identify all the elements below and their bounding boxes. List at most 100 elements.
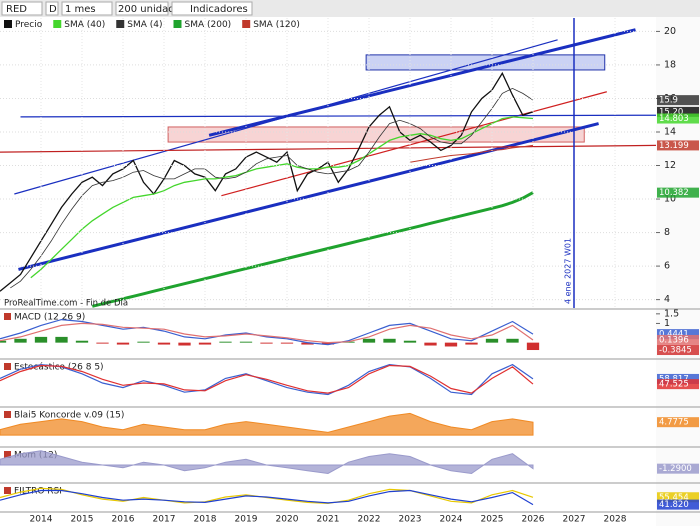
- indicators[interactable]: Indicadores: [190, 4, 248, 15]
- panel-icon: [4, 487, 11, 494]
- histogram-bar: [14, 338, 27, 343]
- histogram-bar: [362, 338, 376, 343]
- y-tick-label: 8: [664, 227, 670, 238]
- y-tick-label: 12: [664, 160, 676, 171]
- value-tag-label: 15.20: [659, 107, 683, 117]
- indicators-box[interactable]: [171, 1, 253, 16]
- x-tick-label: 2020: [276, 515, 299, 525]
- legend-swatch: [53, 20, 62, 28]
- series-line: [0, 364, 534, 394]
- y-tick-label: 1.5: [664, 308, 679, 319]
- legend-swatch: [173, 20, 182, 28]
- period-box[interactable]: [61, 1, 113, 16]
- value-tag: [657, 373, 699, 384]
- x-tick-label: 2028: [604, 515, 627, 525]
- histogram-bar: [444, 342, 458, 347]
- y-tick-label: 20: [664, 26, 676, 37]
- value-tag-label: 41.820: [659, 500, 689, 510]
- x-tick-label: 2023: [399, 515, 422, 525]
- histogram-bar: [157, 342, 171, 345]
- symbol-box[interactable]: [1, 1, 43, 16]
- units[interactable]: 200 unidades: [118, 4, 186, 15]
- value-tag: [657, 140, 699, 151]
- value-tag: [657, 417, 699, 428]
- x-tick-label: 2027: [563, 515, 586, 525]
- x-tick-label: 2024: [440, 515, 463, 525]
- histogram-bar: [526, 342, 540, 351]
- value-tag: [657, 499, 699, 510]
- mode-box[interactable]: [45, 1, 59, 16]
- histogram-bar: [75, 340, 89, 343]
- y-tick-label: 14: [664, 126, 676, 137]
- histogram-bar: [321, 342, 335, 345]
- area: [0, 450, 534, 475]
- mode[interactable]: D: [49, 4, 57, 15]
- x-tick-label: 2014: [30, 515, 53, 525]
- trend-line: [208, 28, 636, 137]
- area: [0, 412, 534, 436]
- series-line: [91, 191, 534, 308]
- x-tick-label: 2026: [522, 515, 545, 525]
- panel-title: Blai5 Koncorde v.09 (15): [14, 411, 124, 421]
- value-tag: [657, 106, 699, 117]
- histogram-bar: [178, 342, 191, 346]
- histogram-bar: [198, 342, 212, 345]
- value-tag-label: 14.803: [659, 114, 689, 124]
- histogram-bar: [55, 336, 68, 343]
- histogram-bar: [260, 342, 273, 344]
- value-tag: [657, 492, 699, 503]
- trend-line: [0, 144, 656, 153]
- value-tag: [657, 113, 699, 124]
- units-box[interactable]: [115, 1, 169, 16]
- y-tick-label: 4: [664, 294, 670, 305]
- legend-swatch: [4, 20, 12, 28]
- value-tag-label: 4.7775: [659, 418, 689, 428]
- histogram-bar: [219, 341, 232, 343]
- histogram-bar: [239, 341, 253, 343]
- histogram-bar: [96, 342, 109, 344]
- y-tick-label: 1: [664, 318, 670, 329]
- x-tick-label: 2018: [194, 515, 217, 525]
- legend-swatch: [242, 20, 251, 28]
- histogram-bar: [403, 340, 417, 343]
- value-tag: [657, 329, 699, 340]
- source-note: ProRealTime.com - Fin de Día: [4, 299, 128, 309]
- legend-label: SMA (40): [64, 20, 105, 30]
- histogram-bar: [465, 342, 478, 345]
- trend-line: [18, 122, 599, 271]
- right-axis-bg: [656, 17, 700, 526]
- x-tick-label: 2017: [153, 515, 176, 525]
- histogram-bar: [301, 342, 314, 345]
- y-tick-label: 6: [664, 261, 670, 272]
- value-tag-label: 15.9: [659, 96, 678, 106]
- symbol[interactable]: RED: [6, 4, 27, 15]
- value-tag-label: 47.525: [659, 380, 689, 390]
- x-tick-label: 2016: [112, 515, 135, 525]
- panel-icon: [4, 451, 11, 458]
- legend-label: SMA (200): [185, 20, 232, 30]
- panel-title: MACD (12 26 9): [14, 313, 85, 323]
- series-line: [409, 144, 534, 163]
- value-tag-label: 55.454: [659, 493, 689, 503]
- legend-label: SMA (4): [127, 20, 162, 30]
- histogram-bar: [485, 338, 499, 343]
- panel-icon: [4, 363, 11, 370]
- period[interactable]: 1 mes: [65, 4, 96, 15]
- series-line: [30, 116, 534, 279]
- x-tick-label: 2022: [358, 515, 381, 525]
- legend-label: SMA (120): [253, 20, 300, 30]
- panel-icon: [4, 411, 11, 418]
- value-tag-label: -0.3845: [659, 346, 692, 356]
- value-tag-label: 13.199: [659, 141, 689, 151]
- histogram-bar: [424, 342, 437, 346]
- value-tag: [657, 95, 699, 106]
- trend-line: [14, 39, 558, 195]
- value-tag: [657, 463, 699, 474]
- histogram-bar: [34, 336, 48, 343]
- series-line: [0, 489, 534, 506]
- histogram-bar: [116, 342, 130, 345]
- x-tick-label: 2021: [317, 515, 340, 525]
- x-tick-label: 2019: [235, 515, 258, 525]
- value-tag-label: 10.382: [659, 188, 689, 198]
